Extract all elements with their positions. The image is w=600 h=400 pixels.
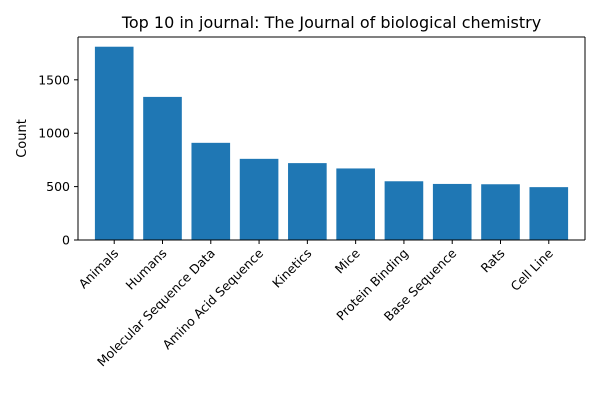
- y-ticks: 0 500 1000 1500: [38, 72, 78, 248]
- bar-base-sequence: [432, 183, 472, 240]
- bar-protein-binding: [384, 181, 424, 240]
- x-tick-label: Mice: [332, 245, 363, 276]
- bars-layer: [94, 46, 569, 241]
- x-tick-label: Animals: [76, 246, 122, 292]
- bar-humans: [143, 96, 182, 240]
- bar-rats: [481, 184, 520, 240]
- x-tick-label: Kinetics: [269, 246, 314, 291]
- y-tick-label: 1500: [38, 72, 70, 87]
- chart-title: Top 10 in journal: The Journal of biolog…: [121, 13, 541, 32]
- bar-molecular-sequence-data: [191, 142, 231, 240]
- x-tick-label: Amino Acid Sequence: [159, 245, 266, 352]
- x-tick-label: Rats: [478, 246, 508, 276]
- y-tick-label: 500: [46, 179, 70, 194]
- bar-amino-acid-sequence: [239, 158, 279, 240]
- y-tick-label: 0: [62, 233, 70, 248]
- bar-cell-line: [529, 187, 569, 240]
- bar-animals: [94, 46, 134, 241]
- y-tick-label: 1000: [38, 126, 70, 141]
- x-tick-label: Humans: [123, 246, 170, 293]
- bar-mice: [336, 168, 375, 240]
- bar-kinetics: [288, 163, 327, 240]
- x-tick-label: Cell Line: [508, 245, 557, 294]
- y-axis-label: Count: [15, 119, 30, 158]
